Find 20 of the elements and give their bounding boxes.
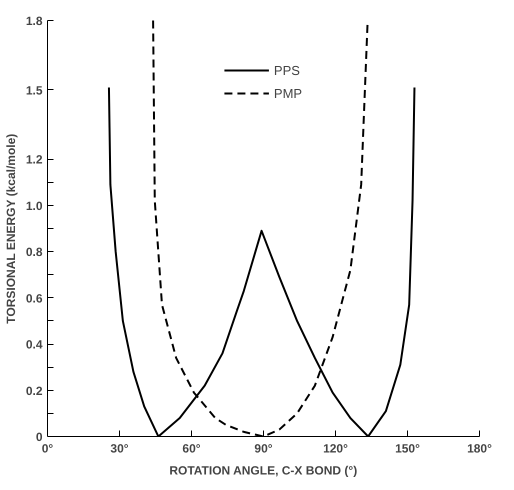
y-tick-label: 1.0 — [26, 198, 43, 213]
x-axis-title: ROTATION ANGLE, C-X BOND (°) — [169, 464, 358, 478]
x-tick-label: 30° — [110, 442, 129, 456]
x-tick-label: 150° — [395, 442, 420, 456]
x-tick-label: 120° — [323, 442, 348, 456]
legend-label: PPS — [274, 62, 300, 78]
y-tick-label: 1.8 — [26, 14, 43, 28]
x-tick-label: 60° — [182, 442, 201, 456]
y-tick-label: 1.5 — [26, 83, 43, 98]
legend-label: PMP — [274, 86, 302, 100]
x-tick-label: 90° — [254, 442, 273, 456]
y-tick-label: 0.4 — [26, 338, 43, 352]
x-tick-label: 180° — [467, 442, 492, 456]
y-tick-label: 0.6 — [26, 291, 43, 306]
y-tick-label: 1.2 — [26, 152, 43, 167]
y-tick-label: 0.2 — [26, 384, 43, 398]
x-tick-label: 0° — [42, 442, 54, 456]
y-tick-label: 0 — [36, 430, 43, 444]
y-tick-label: 0.8 — [26, 245, 43, 260]
y-axis-title: TORSIONAL ENERGY (kcal/mole) — [4, 134, 18, 324]
